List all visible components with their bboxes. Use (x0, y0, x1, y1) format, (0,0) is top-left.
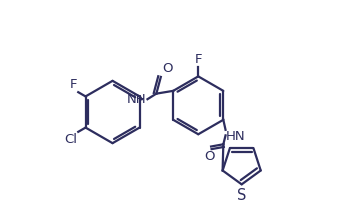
Text: O: O (162, 62, 172, 75)
Text: S: S (238, 188, 247, 203)
Text: HN: HN (226, 130, 245, 144)
Text: NH: NH (127, 93, 146, 106)
Text: O: O (205, 150, 215, 163)
Text: Cl: Cl (64, 133, 77, 146)
Text: F: F (195, 53, 202, 66)
Text: F: F (70, 78, 77, 91)
